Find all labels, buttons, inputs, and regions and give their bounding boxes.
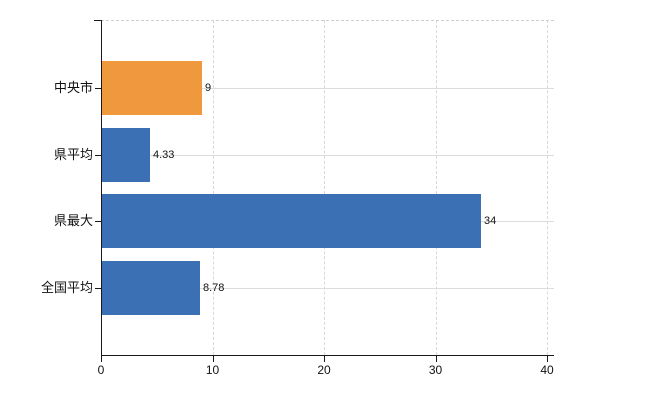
vertical-gridline xyxy=(547,20,548,355)
category-label: 中央市 xyxy=(53,80,93,95)
bar-value-label: 8.78 xyxy=(203,281,225,294)
x-axis-tick-mark xyxy=(547,356,548,362)
bar-value-label: 4.33 xyxy=(153,148,175,161)
vertical-gridline xyxy=(435,20,437,355)
y-axis-tick-mark xyxy=(95,154,101,156)
horizontal-gridline xyxy=(101,154,554,156)
x-tick-label: 0 xyxy=(97,363,105,377)
x-tick-label: 40 xyxy=(540,363,554,377)
x-tick-label: 20 xyxy=(317,363,331,377)
bar-value-label: 34 xyxy=(484,215,497,227)
vertical-gridline xyxy=(324,20,325,355)
y-axis-line xyxy=(101,20,102,355)
x-axis-tick-mark xyxy=(324,356,325,362)
y-axis-tick-mark xyxy=(95,88,101,89)
horizontal-gridline xyxy=(101,88,554,89)
bar xyxy=(102,260,200,315)
category-label: 県平均 xyxy=(53,146,93,162)
bar-value-label: 9 xyxy=(205,82,212,94)
bar xyxy=(102,61,202,115)
x-axis-tick-mark xyxy=(101,356,102,362)
x-tick-label: 10 xyxy=(205,363,220,377)
y-axis-end-tick-mark xyxy=(94,20,101,21)
plot-top-border xyxy=(101,20,554,21)
category-label: 全国平均 xyxy=(40,279,93,295)
bar xyxy=(102,127,150,182)
x-tick-label: 30 xyxy=(428,363,443,377)
y-axis-tick-mark xyxy=(95,221,101,222)
x-axis-tick-mark xyxy=(435,356,437,362)
x-axis-tick-mark xyxy=(212,356,214,362)
bar xyxy=(102,194,481,248)
category-label: 県最大 xyxy=(53,213,93,228)
vertical-gridline xyxy=(212,20,214,355)
y-axis-tick-mark xyxy=(95,287,101,289)
horizontal-gridline xyxy=(101,287,554,289)
x-axis-line xyxy=(101,355,554,356)
